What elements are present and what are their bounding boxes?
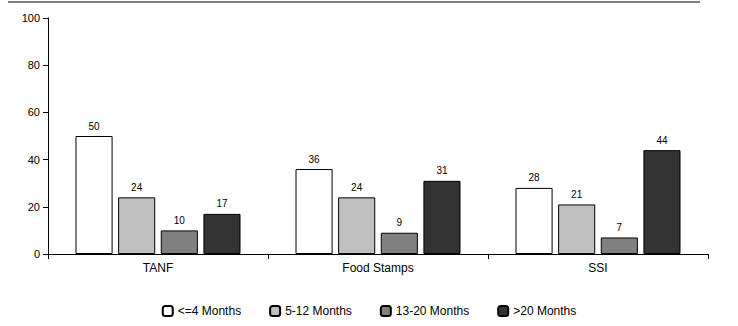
svg-text:>20 Months: >20 Months — [513, 304, 576, 318]
svg-text:28: 28 — [528, 172, 540, 183]
svg-text:31: 31 — [436, 165, 448, 176]
svg-text:50: 50 — [88, 121, 100, 132]
svg-text:5-12 Months: 5-12 Months — [285, 304, 352, 318]
svg-text:24: 24 — [351, 182, 363, 193]
svg-text:17: 17 — [216, 198, 228, 209]
svg-text:0: 0 — [34, 248, 40, 260]
svg-text:TANF: TANF — [143, 261, 173, 275]
svg-text:<=4 Months: <=4 Months — [178, 304, 241, 318]
svg-text:20: 20 — [28, 201, 40, 213]
svg-text:9: 9 — [397, 217, 403, 228]
svg-text:60: 60 — [28, 106, 40, 118]
svg-text:7: 7 — [617, 222, 623, 233]
svg-text:36: 36 — [308, 154, 320, 165]
svg-text:80: 80 — [28, 59, 40, 71]
svg-text:40: 40 — [28, 154, 40, 166]
svg-text:13-20 Months: 13-20 Months — [396, 304, 469, 318]
svg-text:24: 24 — [131, 182, 143, 193]
svg-text:44: 44 — [656, 135, 668, 146]
svg-text:21: 21 — [571, 189, 583, 200]
svg-text:100: 100 — [22, 12, 40, 24]
svg-text:10: 10 — [174, 215, 186, 226]
svg-text:Food Stamps: Food Stamps — [342, 261, 413, 275]
svg-text:SSI: SSI — [588, 261, 607, 275]
